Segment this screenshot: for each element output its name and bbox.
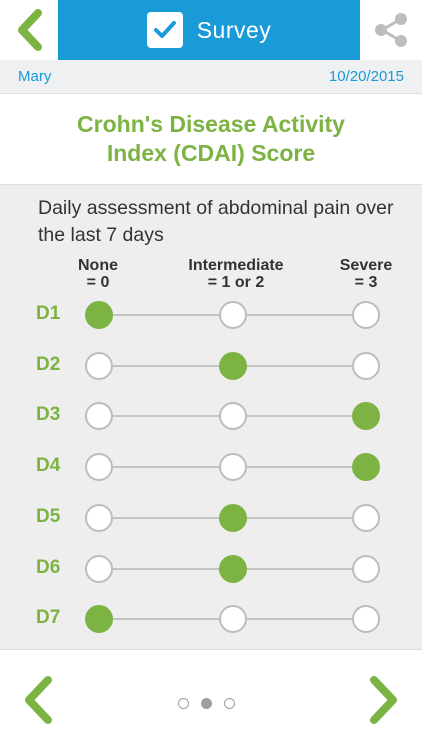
rating-row: D5	[0, 498, 422, 538]
column-label-line: = 0	[86, 274, 110, 291]
radio-option-selected[interactable]	[85, 605, 113, 634]
radio-option[interactable]	[352, 503, 380, 532]
rating-row: D3	[0, 396, 422, 436]
page-dot[interactable]	[178, 698, 189, 709]
next-button[interactable]	[362, 674, 406, 726]
top-bar: Survey	[0, 0, 422, 60]
radio-option[interactable]	[85, 402, 113, 431]
page-title: Survey	[196, 16, 272, 43]
rating-row: D7	[0, 599, 422, 639]
radio-option[interactable]	[352, 605, 380, 634]
radio-option-selected[interactable]	[352, 402, 380, 431]
share-button[interactable]	[360, 0, 422, 60]
checkbox-checked-icon	[146, 12, 183, 48]
heading-line-1: Crohn's Disease Activity	[77, 111, 345, 137]
radio-option[interactable]	[219, 605, 247, 634]
rating-row: D6	[0, 549, 422, 589]
radio-option[interactable]	[85, 453, 113, 482]
previous-button[interactable]	[16, 674, 60, 726]
radio-option[interactable]	[219, 402, 247, 431]
page-dot-active[interactable]	[201, 698, 212, 709]
question-text: Daily assessment of abdominal pain over …	[38, 197, 394, 246]
row-label: D7	[36, 607, 61, 629]
info-bar: Mary 10/20/2015	[0, 60, 422, 94]
survey-date: 10/20/2015	[328, 68, 404, 85]
column-label-line: Severe	[339, 257, 393, 274]
row-label: D6	[36, 556, 61, 578]
rating-row: D4	[0, 447, 422, 487]
radio-option-selected[interactable]	[219, 554, 247, 583]
radio-option-selected[interactable]	[85, 301, 113, 329]
column-label-line: None	[78, 257, 118, 274]
column-label-line: Intermediate	[188, 257, 284, 274]
radio-option[interactable]	[85, 554, 113, 583]
radio-option[interactable]	[352, 301, 380, 329]
heading-line-2: Index (CDAI) Score	[106, 140, 316, 166]
column-label-severe: Severe = 3	[326, 257, 406, 291]
row-label: D1	[36, 303, 61, 324]
share-icon	[375, 13, 407, 47]
column-label-line: = 3	[354, 274, 378, 291]
radio-option[interactable]	[352, 554, 380, 583]
column-label-line: = 1 or 2	[207, 274, 265, 291]
chevron-left-icon	[18, 9, 42, 51]
row-label: D2	[36, 353, 61, 375]
row-label: D3	[36, 404, 61, 426]
page-dot[interactable]	[224, 698, 235, 709]
radio-option-selected[interactable]	[219, 503, 247, 532]
question-panel: Daily assessment of abdominal pain over …	[0, 184, 422, 650]
row-label: D5	[36, 505, 61, 527]
title-area: Survey	[58, 0, 360, 60]
rating-row: D1	[0, 295, 422, 335]
radio-option[interactable]	[85, 351, 113, 380]
column-label-intermediate: Intermediate = 1 or 2	[166, 257, 306, 291]
page-indicator	[178, 698, 235, 709]
bottom-nav	[0, 650, 422, 750]
patient-name: Mary	[18, 68, 52, 85]
radio-option[interactable]	[85, 503, 113, 532]
survey-heading: Crohn's Disease Activity Index (CDAI) Sc…	[0, 94, 422, 184]
radio-option[interactable]	[219, 301, 247, 329]
chevron-left-icon	[25, 676, 52, 724]
radio-option-selected[interactable]	[352, 453, 380, 482]
radio-option[interactable]	[219, 453, 247, 482]
radio-option[interactable]	[352, 351, 380, 380]
back-button[interactable]	[0, 0, 58, 60]
column-label-none: None = 0	[58, 257, 138, 291]
rating-row: D2	[0, 346, 422, 386]
row-label: D4	[36, 455, 61, 477]
radio-option-selected[interactable]	[219, 351, 247, 380]
chevron-right-icon	[370, 676, 397, 724]
